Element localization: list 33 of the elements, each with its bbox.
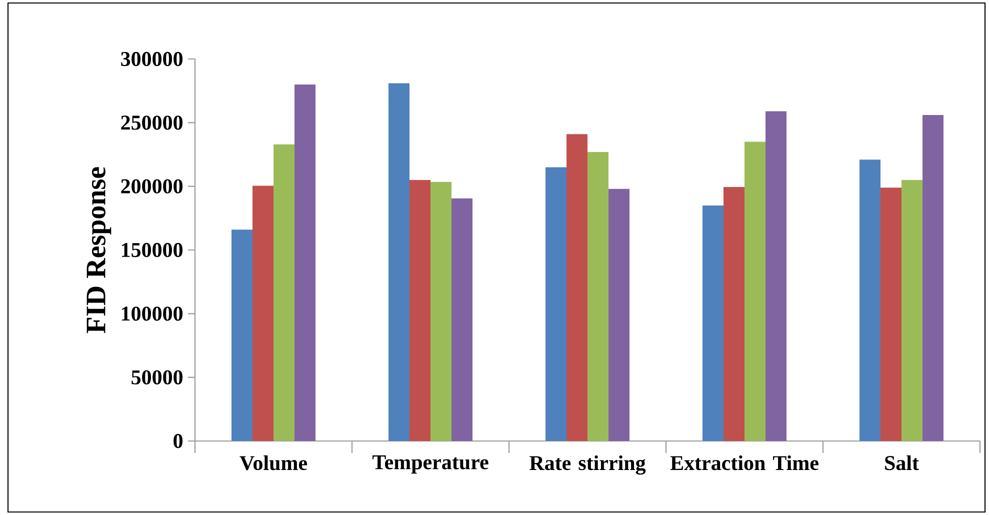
y-tick-label: 50000	[132, 370, 182, 384]
y-tick-label: 0	[174, 434, 182, 448]
x-tick-label: Salt	[885, 455, 919, 470]
bar	[588, 152, 608, 441]
bar	[744, 142, 766, 441]
y-tick-label: 100000	[122, 306, 182, 321]
y-tick-label: 250000	[121, 116, 182, 130]
bar	[274, 144, 294, 441]
bar	[880, 188, 902, 441]
bar	[252, 186, 274, 441]
y-tick-label: 200000	[121, 179, 182, 194]
bar	[232, 230, 252, 441]
y-tick-label: 150000	[122, 242, 182, 258]
x-tick-label: Temperature	[372, 455, 488, 474]
bar	[922, 115, 944, 441]
bar	[388, 83, 410, 441]
bar	[702, 205, 724, 441]
bar	[410, 180, 431, 441]
bar	[860, 160, 880, 441]
bar	[608, 188, 630, 441]
y-tick-label: 300000	[121, 52, 182, 66]
y-axis-title: FID Response	[86, 167, 112, 334]
bar	[430, 182, 452, 441]
bar	[902, 180, 922, 441]
bar	[452, 198, 473, 441]
bar	[766, 111, 787, 441]
bar	[566, 134, 588, 441]
bar	[724, 186, 745, 441]
bar	[546, 167, 566, 441]
x-tick-label: Extraction Time	[670, 455, 818, 470]
bar	[294, 84, 316, 441]
x-tick-label: Volume	[240, 455, 308, 470]
x-tick-label: Rate stirring	[530, 455, 646, 475]
